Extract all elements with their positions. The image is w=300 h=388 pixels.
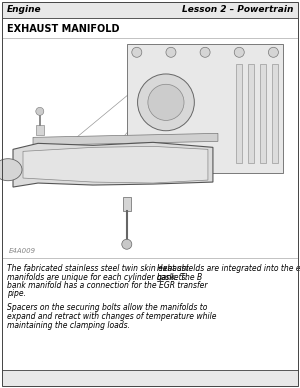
FancyBboxPatch shape [127,44,284,173]
Bar [2,2,298,18]
Text: maintaining the clamping loads.: maintaining the clamping loads. [7,320,130,329]
Text: EXHAUST MANIFOLD: EXHAUST MANIFOLD [7,24,119,34]
Bar [2,370,298,386]
Circle shape [132,47,142,57]
FancyBboxPatch shape [36,125,44,135]
Bar [248,64,254,163]
Bar [236,64,242,163]
Text: Heat shields are integrated into the exhaust manifold: Heat shields are integrated into the exh… [157,264,300,273]
Bar [2,38,298,258]
Circle shape [122,239,132,249]
Text: Engine: Engine [7,5,42,14]
Circle shape [166,47,176,57]
Polygon shape [13,142,213,187]
Circle shape [36,107,44,115]
Text: expand and retract with changes of temperature while: expand and retract with changes of tempe… [7,312,217,321]
Text: gaskets.: gaskets. [157,272,189,282]
Text: Spacers on the securing bolts allow the manifolds to: Spacers on the securing bolts allow the … [7,303,207,312]
Text: E4A009: E4A009 [9,248,36,254]
Bar [260,64,266,163]
Text: bank manifold has a connection for the EGR transfer: bank manifold has a connection for the E… [7,281,208,290]
Bar [272,64,278,163]
Text: Lesson 2 – Powertrain: Lesson 2 – Powertrain [182,5,293,14]
Text: pipe.: pipe. [7,289,26,298]
Circle shape [268,47,278,57]
Circle shape [148,84,184,120]
Polygon shape [33,133,218,146]
FancyBboxPatch shape [123,197,131,211]
Circle shape [138,74,194,131]
Circle shape [234,47,244,57]
Ellipse shape [0,159,22,181]
Circle shape [200,47,210,57]
Polygon shape [23,146,208,183]
Text: manifolds are unique for each cylinder bank. The B: manifolds are unique for each cylinder b… [7,272,202,282]
Text: The fabricated stainless steel twin skin exhaust: The fabricated stainless steel twin skin… [7,264,189,273]
